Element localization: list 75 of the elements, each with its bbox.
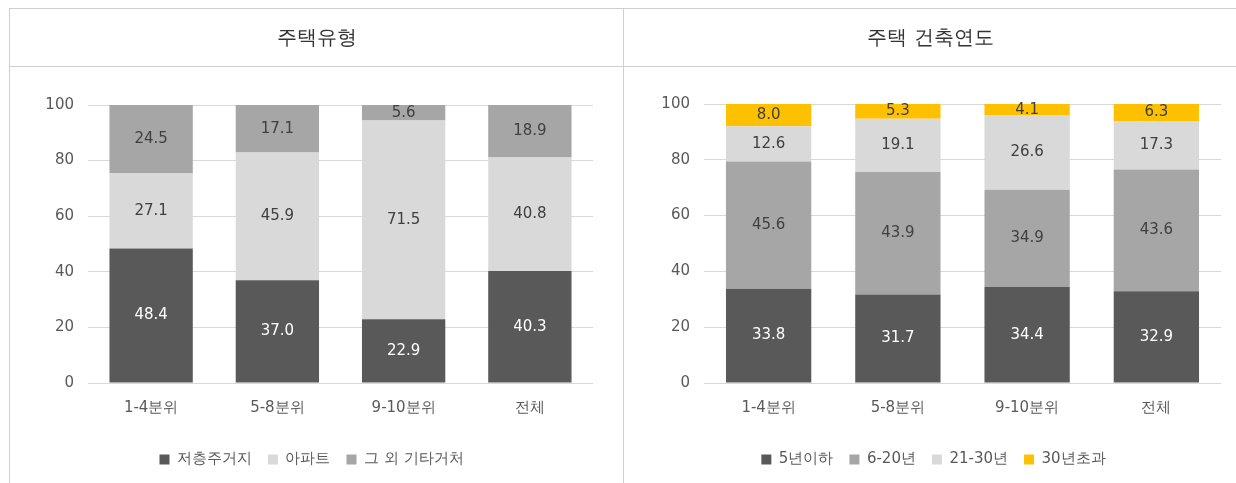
bar bbox=[855, 104, 941, 119]
bar bbox=[984, 287, 1070, 383]
data-label: 34.4 bbox=[1010, 324, 1044, 343]
chart-title: 주택유형 bbox=[276, 24, 357, 51]
x-tick-label: 5-8분위 bbox=[250, 397, 305, 416]
data-label: 31.7 bbox=[881, 328, 915, 347]
bar bbox=[1113, 169, 1200, 292]
bar bbox=[984, 189, 1070, 288]
bar bbox=[855, 294, 941, 383]
bar bbox=[488, 105, 572, 158]
y-tick-label: 40 bbox=[670, 261, 690, 280]
data-label: 33.8 bbox=[751, 325, 786, 344]
data-label: 37.0 bbox=[260, 321, 295, 340]
data-label: 18.9 bbox=[513, 121, 547, 140]
bar bbox=[235, 280, 320, 383]
bar bbox=[361, 319, 446, 383]
data-label: 32.9 bbox=[1139, 326, 1174, 345]
data-label: 45.6 bbox=[751, 214, 786, 233]
y-tick-label: 100 bbox=[45, 94, 74, 113]
y-tick-label: 20 bbox=[54, 317, 74, 336]
legend-label: 6-20년 bbox=[866, 449, 916, 468]
bar bbox=[361, 105, 446, 121]
bar bbox=[235, 105, 320, 153]
legend-label: 5년이하 bbox=[778, 449, 834, 468]
bar bbox=[855, 172, 941, 295]
y-tick-label: 80 bbox=[54, 150, 74, 169]
data-label: 6.3 bbox=[1144, 102, 1169, 121]
data-label: 17.3 bbox=[1139, 135, 1174, 154]
legend-label: 아파트 bbox=[285, 449, 331, 468]
data-label: 17.1 bbox=[260, 118, 295, 137]
bar bbox=[109, 248, 193, 383]
data-label: 40.3 bbox=[513, 316, 547, 335]
y-tick-label: 60 bbox=[54, 206, 74, 225]
bar bbox=[725, 104, 812, 127]
data-label: 43.6 bbox=[1139, 220, 1174, 239]
data-label: 27.1 bbox=[134, 200, 168, 219]
legend-label: 그 외 기타거처 bbox=[363, 449, 464, 468]
data-label: 12.6 bbox=[751, 133, 786, 152]
data-label: 34.9 bbox=[1010, 228, 1044, 247]
y-tick-label: 0 bbox=[64, 372, 74, 391]
x-tick-label: 1-4분위 bbox=[123, 397, 179, 416]
x-tick-label: 5-8분위 bbox=[870, 397, 926, 416]
y-tick-label: 60 bbox=[670, 205, 690, 224]
data-label: 24.5 bbox=[134, 128, 168, 147]
data-label: 43.9 bbox=[881, 223, 915, 242]
x-tick-label: 9-10분위 bbox=[995, 397, 1060, 416]
data-label: 45.9 bbox=[260, 206, 295, 225]
data-label: 8.0 bbox=[756, 105, 781, 124]
x-tick-label: 전체 bbox=[514, 397, 545, 416]
chart-title: 주택 건축연도 bbox=[867, 24, 994, 51]
y-tick-label: 40 bbox=[54, 261, 74, 280]
x-tick-label: 9-10분위 bbox=[371, 397, 436, 416]
y-tick-label: 0 bbox=[680, 372, 690, 391]
data-label: 71.5 bbox=[386, 209, 421, 228]
bar bbox=[109, 105, 193, 174]
data-label: 40.8 bbox=[513, 204, 547, 223]
legend-label: 30년초과 bbox=[1041, 449, 1106, 468]
bar bbox=[725, 161, 812, 289]
bar bbox=[488, 270, 572, 383]
data-label: 19.1 bbox=[881, 135, 915, 154]
legend-label: 21-30년 bbox=[949, 449, 1009, 468]
data-label: 4.1 bbox=[1015, 99, 1040, 118]
x-tick-label: 1-4분위 bbox=[741, 397, 796, 416]
bar bbox=[725, 288, 812, 383]
data-label: 22.9 bbox=[386, 340, 421, 359]
data-label: 5.6 bbox=[391, 102, 416, 121]
data-label: 26.6 bbox=[1010, 142, 1044, 161]
data-label: 5.3 bbox=[885, 101, 910, 120]
data-label: 48.4 bbox=[134, 305, 168, 324]
y-tick-label: 20 bbox=[670, 317, 690, 336]
bar bbox=[1113, 291, 1200, 383]
x-tick-label: 전체 bbox=[1141, 397, 1172, 416]
legend-label: 저층주거지 bbox=[176, 449, 252, 468]
y-tick-label: 100 bbox=[661, 93, 690, 112]
y-tick-label: 80 bbox=[670, 149, 690, 168]
